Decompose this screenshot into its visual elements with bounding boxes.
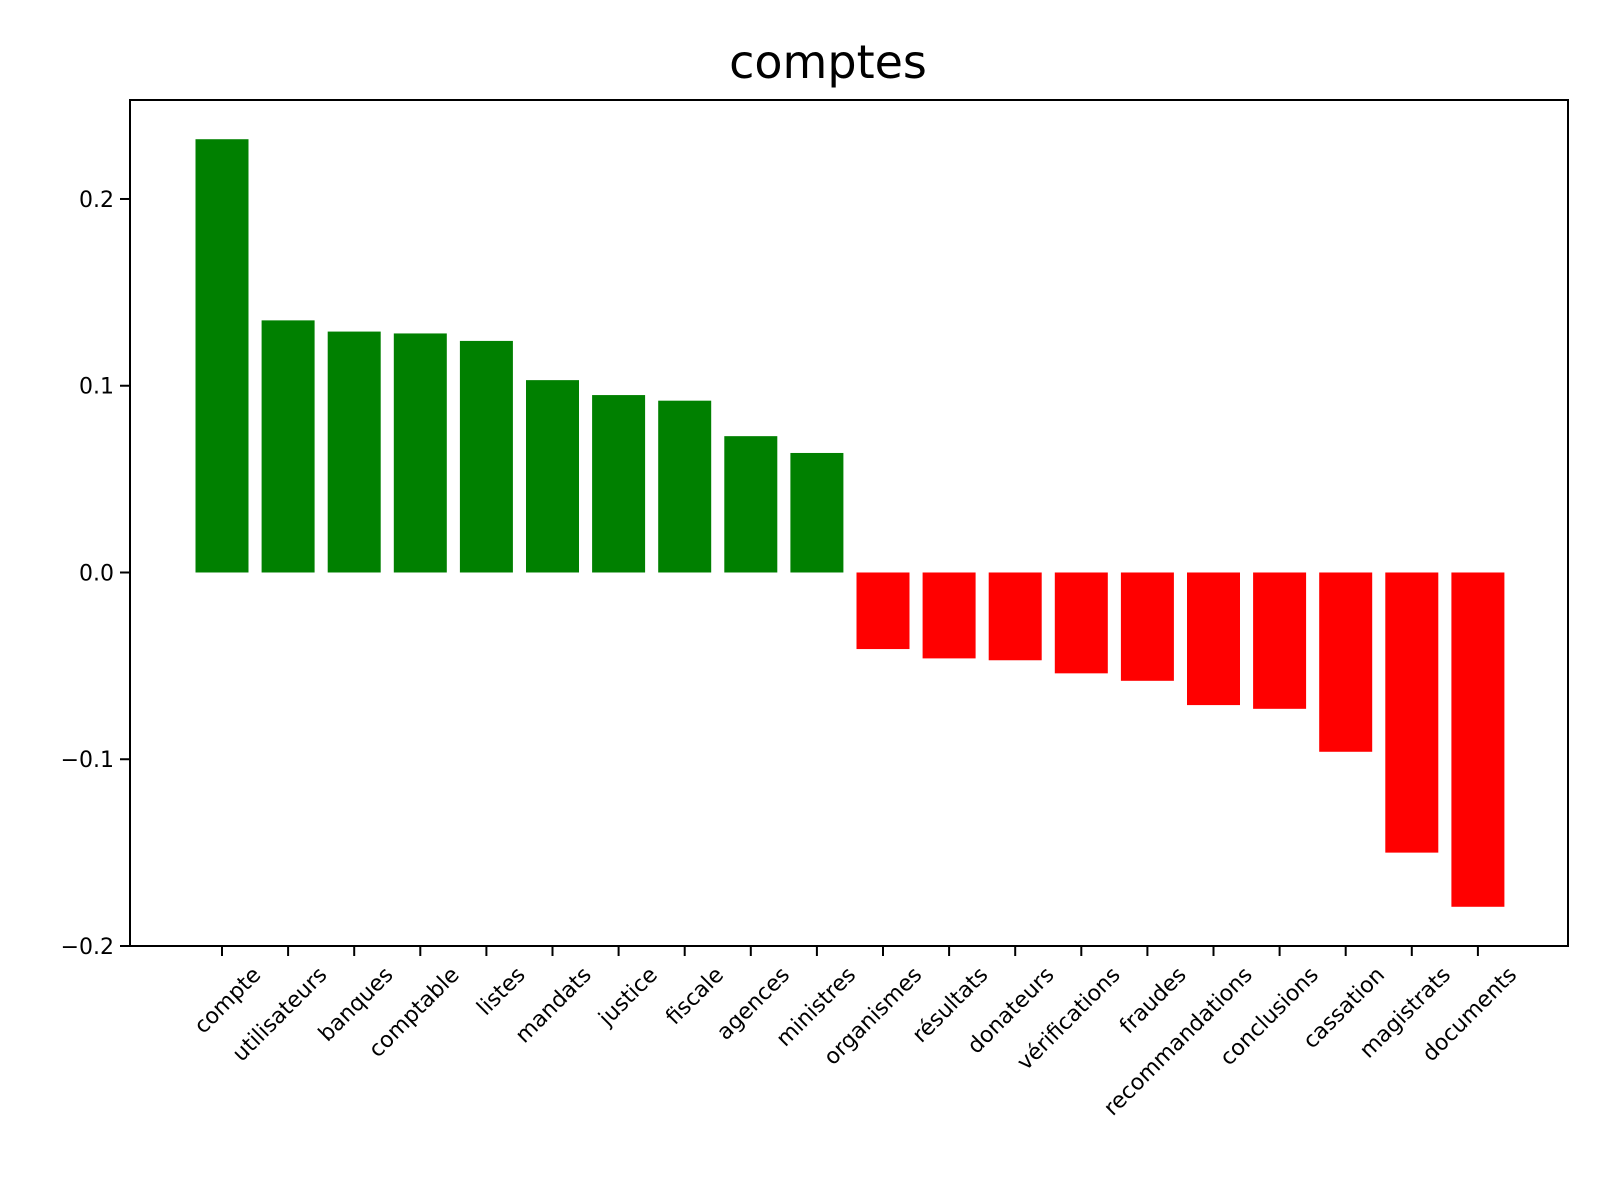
bar-mandats — [526, 380, 579, 573]
y-tick-label: −0.1 — [61, 748, 114, 773]
x-tick-label: justice — [594, 963, 663, 1032]
bars-group — [195, 139, 1505, 907]
bar-conclusions — [1253, 572, 1307, 709]
bar-magistrats — [1385, 572, 1439, 853]
x-tick-label: listes — [472, 963, 530, 1021]
bar-vérifications — [1054, 572, 1108, 674]
bar-documents — [1451, 572, 1505, 907]
y-tick-label: 0.2 — [79, 188, 114, 213]
bar-recommandations — [1187, 572, 1240, 706]
bar-organismes — [856, 572, 910, 650]
y-tick-label: −0.2 — [61, 935, 114, 960]
bar-agences — [724, 436, 778, 573]
bar-fraudes — [1120, 572, 1174, 681]
bar-listes — [459, 340, 513, 573]
y-tick-label: 0.1 — [79, 375, 114, 400]
chart-title: comptes — [729, 35, 927, 89]
bar-fiscale — [658, 400, 712, 573]
bar-justice — [592, 395, 646, 573]
bar-banques — [327, 331, 381, 573]
bar-donateurs — [988, 572, 1042, 661]
y-tick-label: 0.0 — [79, 561, 114, 586]
plot-frame — [129, 99, 1569, 947]
bar-résultats — [922, 572, 976, 659]
bar-ministres — [790, 452, 844, 573]
bar-comptable — [393, 333, 447, 573]
y-axis: −0.2 −0.1 0.0 0.1 0.2 — [61, 188, 130, 960]
bar-cassation — [1319, 572, 1373, 752]
bar-compte — [195, 139, 249, 573]
bar-utilisateurs — [261, 320, 315, 573]
